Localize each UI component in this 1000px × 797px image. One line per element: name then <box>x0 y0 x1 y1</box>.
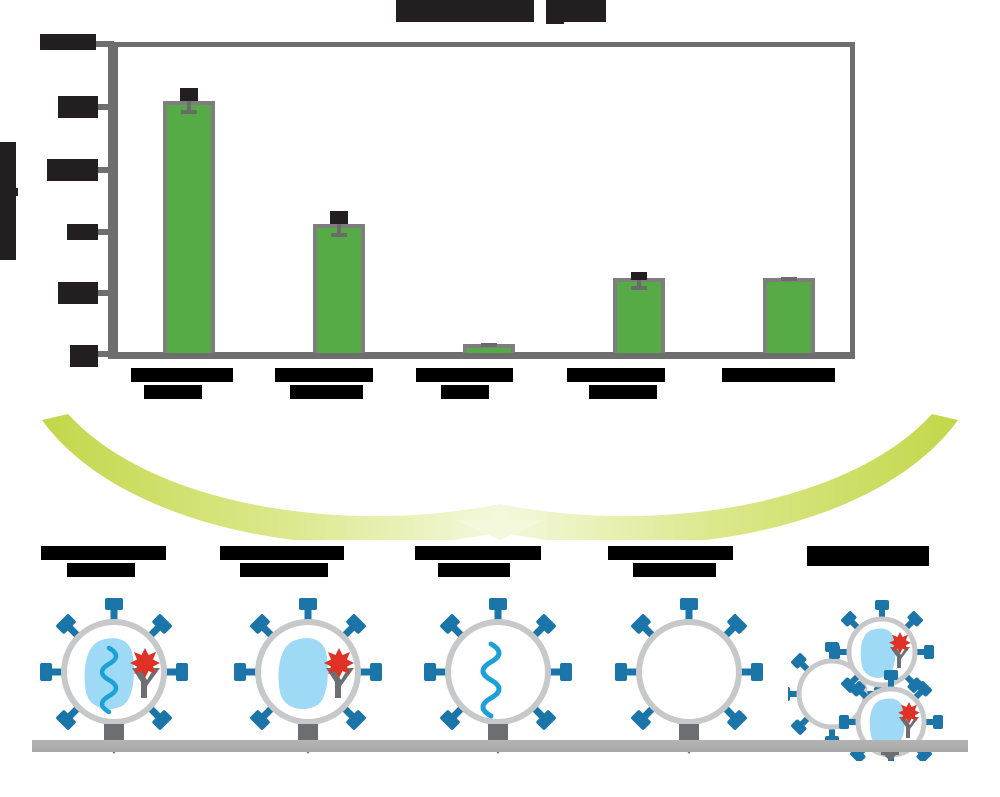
particle-panel-4 <box>589 536 789 761</box>
y-axis-line <box>108 42 114 359</box>
converging-arrow <box>0 408 1000 545</box>
error-bar-stem-1 <box>187 92 191 114</box>
arrow-right-wing <box>500 414 958 545</box>
error-bar-cap-3 <box>481 343 497 347</box>
figure-caption <box>0 768 1000 796</box>
capsid <box>278 638 328 710</box>
error-bar-cap-1 <box>181 110 197 114</box>
rna-strand <box>99 645 119 715</box>
y-axis-tick-1 <box>96 290 114 296</box>
chart-title-redaction-block-1 <box>396 0 534 22</box>
particle-4 <box>589 594 789 761</box>
y-axis-title <box>0 142 16 260</box>
plot-area <box>113 42 855 357</box>
y-axis-tick-4 <box>96 104 114 110</box>
y-axis-tick-5 <box>96 41 114 47</box>
y-axis-tick-3 <box>96 167 114 173</box>
particle-1 <box>14 594 214 761</box>
error-bar-stem-4 <box>637 274 641 290</box>
particle-2 <box>208 594 408 761</box>
antibody <box>132 668 160 698</box>
bar-1 <box>163 101 215 353</box>
antibody <box>326 668 354 698</box>
starburst-icon <box>130 648 160 678</box>
bar-4-annotation <box>631 272 647 280</box>
rna-strand <box>480 641 502 719</box>
surface-bar <box>32 740 968 752</box>
particle-panel-5 <box>788 536 1000 761</box>
chart-title-redaction-block-3 <box>546 18 564 24</box>
starburst-icon <box>324 648 354 678</box>
virion-membrane <box>636 619 742 725</box>
y-axis-title-ext2 <box>10 188 18 196</box>
virion-membrane <box>445 619 551 725</box>
error-bar-cap-4 <box>631 286 647 290</box>
y-axis-tick-label-3 <box>47 159 98 181</box>
particle-panel-1 <box>14 536 214 761</box>
y-axis-tick-label-4 <box>58 96 98 118</box>
particle-panel-3 <box>398 536 598 761</box>
y-axis-tick-0 <box>96 351 114 357</box>
particle-3 <box>398 594 598 761</box>
converging-arrow-svg <box>42 414 958 545</box>
y-axis-tick-2 <box>96 229 114 235</box>
y-axis-tick-label-2 <box>67 224 98 240</box>
bar-2 <box>313 224 365 353</box>
particle-5-aggregate <box>788 594 1000 761</box>
y-axis-tick-label-1 <box>58 282 98 304</box>
error-bar-cap-5 <box>781 277 797 281</box>
capsid <box>84 638 134 710</box>
chart-title-redaction-block-2 <box>546 0 606 22</box>
chart-title <box>0 0 1000 26</box>
y-axis-title-ext <box>10 145 16 153</box>
y-axis-tick-label-0 <box>70 345 98 367</box>
error-bar-stem-2 <box>337 215 341 237</box>
arrow-head <box>455 520 545 540</box>
aggregate-member-capsid-top <box>830 600 934 704</box>
bar-5 <box>763 278 815 353</box>
y-axis-tick-label-5 <box>40 34 96 50</box>
arrow-left-wing <box>42 414 500 545</box>
x-axis-baseline <box>113 352 855 359</box>
bar-2-annotation <box>330 211 348 224</box>
bar-1-annotation <box>180 88 198 101</box>
error-bar-cap-2 <box>331 233 347 237</box>
particle-panel-2 <box>208 536 408 761</box>
